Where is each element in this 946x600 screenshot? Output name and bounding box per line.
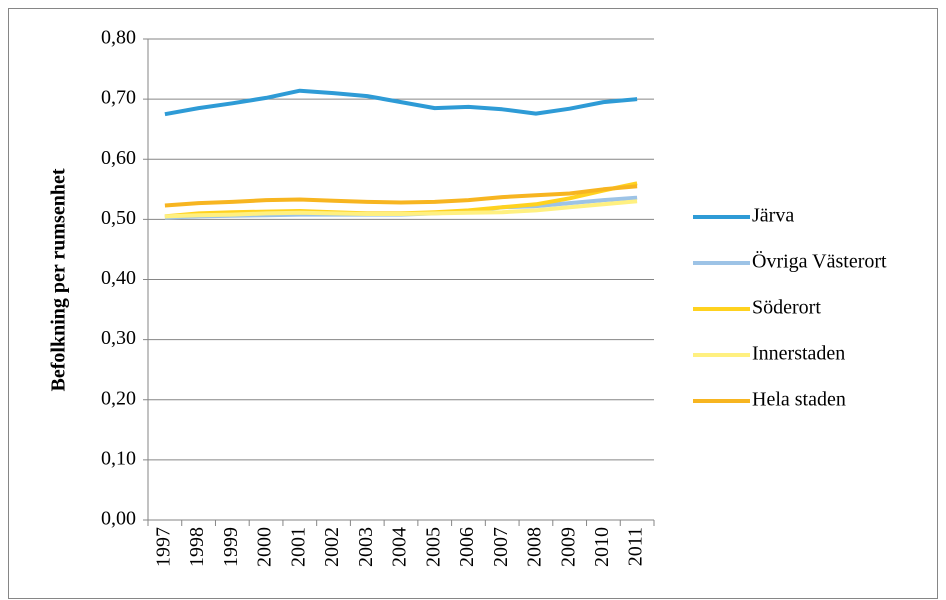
x-tick-label: 2000: [254, 527, 276, 567]
x-tick-label: 2006: [456, 527, 478, 567]
y-tick-label: 0,80: [101, 27, 136, 49]
y-tick-label: 0,20: [101, 387, 136, 409]
y-tick-label: 0,00: [101, 508, 136, 530]
legend-label: Söderort: [752, 297, 821, 319]
legend-label: Innerstaden: [752, 343, 845, 365]
y-tick-label: 0,40: [101, 267, 136, 289]
x-tick-label: 2003: [355, 527, 377, 567]
x-tick-label: 2008: [524, 527, 546, 567]
x-tick-label: 1999: [220, 527, 242, 567]
series-line: [164, 199, 638, 219]
x-tick-label: 1997: [152, 527, 174, 567]
x-tick-label: 1998: [186, 527, 208, 567]
x-tick-label: 2010: [591, 527, 613, 567]
chart-border: [8, 8, 938, 599]
x-tick-label: 2004: [389, 527, 411, 567]
x-tick-label: 2001: [287, 527, 309, 567]
series-line: [164, 88, 638, 117]
legend-label: Hela staden: [752, 389, 846, 411]
legend-label: Övriga Västerort: [752, 250, 887, 273]
x-tick-label: 2007: [490, 527, 512, 567]
x-tick-label: 2011: [625, 527, 647, 566]
y-tick-label: 0,50: [101, 207, 136, 229]
x-tick-label: 2005: [422, 527, 444, 567]
y-axis-label: Befolkning per rumsenhet: [48, 168, 70, 391]
y-tick-label: 0,10: [101, 447, 136, 469]
legend-label: Järva: [752, 205, 794, 227]
x-tick-label: 2009: [557, 527, 579, 567]
y-tick-label: 0,60: [101, 147, 136, 169]
series-line: [164, 184, 638, 208]
x-tick-label: 2002: [321, 527, 343, 567]
y-tick-label: 0,30: [101, 327, 136, 349]
y-tick-label: 0,70: [101, 87, 136, 109]
